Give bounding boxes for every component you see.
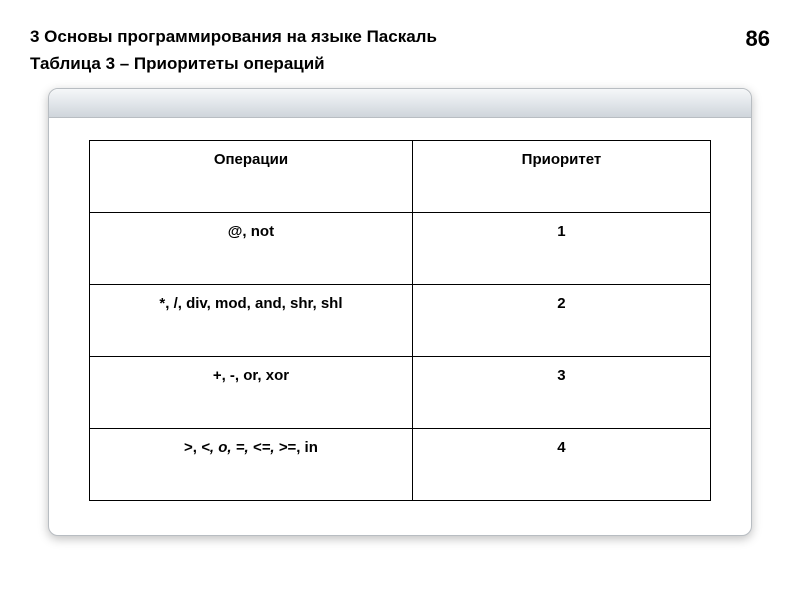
col-header-operations: Операции (90, 141, 413, 213)
cell-priority: 2 (412, 285, 710, 357)
heading-row: 3 Основы программирования на языке Паска… (30, 26, 770, 52)
cell-operations: @, not (90, 213, 413, 285)
cell-operations: +, -, or, xor (90, 357, 413, 429)
content-card: Операции Приоритет @, not 1 *, /, div, m… (48, 88, 752, 536)
ops-italic: <, o, =, <=, > (201, 439, 287, 456)
ops-suffix: =, in (287, 439, 317, 456)
col-header-priority: Приоритет (412, 141, 710, 213)
page: 3 Основы программирования на языке Паска… (0, 0, 800, 600)
table-row: +, -, or, xor 3 (90, 357, 711, 429)
cell-priority: 3 (412, 357, 710, 429)
card-topbar (49, 89, 751, 118)
cell-operations: >, <, o, =, <=, >=, in (90, 429, 413, 501)
table-header-row: Операции Приоритет (90, 141, 711, 213)
table-row: *, /, div, mod, and, shr, shl 2 (90, 285, 711, 357)
priority-table: Операции Приоритет @, not 1 *, /, div, m… (89, 140, 711, 501)
chapter-title: 3 Основы программирования на языке Паска… (30, 26, 437, 47)
cell-priority: 4 (412, 429, 710, 501)
cell-priority: 1 (412, 213, 710, 285)
table-row: >, <, o, =, <=, >=, in 4 (90, 429, 711, 501)
ops-prefix: >, (184, 439, 201, 456)
page-number: 86 (746, 26, 770, 52)
table-row: @, not 1 (90, 213, 711, 285)
table-caption: Таблица 3 – Приоритеты операций (30, 54, 770, 74)
cell-operations: *, /, div, mod, and, shr, shl (90, 285, 413, 357)
card-body: Операции Приоритет @, not 1 *, /, div, m… (49, 118, 751, 535)
